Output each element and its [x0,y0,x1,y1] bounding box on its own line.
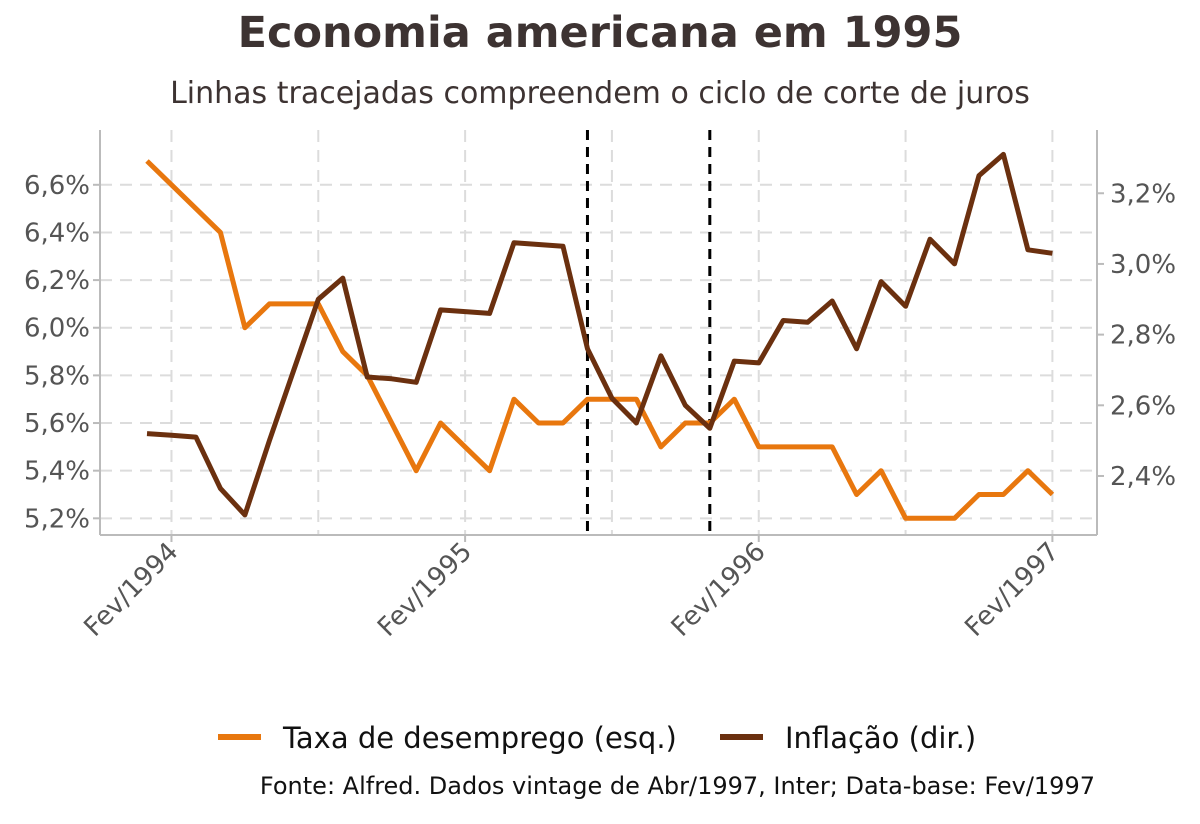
y-left-tick-label: 6,4% [24,218,90,248]
y-left-tick-label: 5,6% [24,409,90,439]
y-left-tick-label: 6,6% [24,171,90,201]
y-left-tick-label: 6,0% [24,314,90,344]
x-tick-label: Fev/1996 [666,537,772,643]
legend-label: Inflação (dir.) [785,721,976,755]
y-left-tick-label: 6,2% [24,266,90,296]
rate-cut-lines [585,130,712,535]
x-tick-label: Fev/1994 [78,537,184,643]
x-tick-label: Fev/1995 [372,537,478,643]
y-right-tick-label: 3,0% [1110,250,1176,280]
source-caption: Fonte: Alfred. Dados vintage de Abr/1997… [259,772,1095,800]
y-right-tick-label: 2,8% [1110,321,1176,351]
axes [93,130,1104,542]
chart-title: Economia americana em 1995 [237,8,963,58]
tick-labels: 5,2% 5,4% 5,6% 5,8% 6,0% 6,2% 6,4% 6,6% 2,4% 2,6%… [24,171,1176,643]
series-line-unemployment [145,159,1055,521]
y-left-tick-label: 5,8% [24,361,90,391]
y-left-tick-label: 5,4% [24,457,90,487]
y-right-tick-label: 2,6% [1110,391,1176,421]
chart-subtitle: Linhas tracejadas compreendem o ciclo de… [170,76,1030,111]
series-line-inflation [146,151,1053,518]
grid-lines [100,130,1097,535]
y-right-tick-label: 3,2% [1110,179,1176,209]
y-left-tick-label: 5,2% [24,504,90,534]
legend: Taxa de desemprego (esq.) Inflação (dir.) [218,721,976,755]
x-tick-label: Fev/1997 [959,537,1065,643]
series-lines [145,151,1055,521]
legend-label: Taxa de desemprego (esq.) [282,721,677,755]
y-right-tick-label: 2,4% [1110,462,1176,492]
